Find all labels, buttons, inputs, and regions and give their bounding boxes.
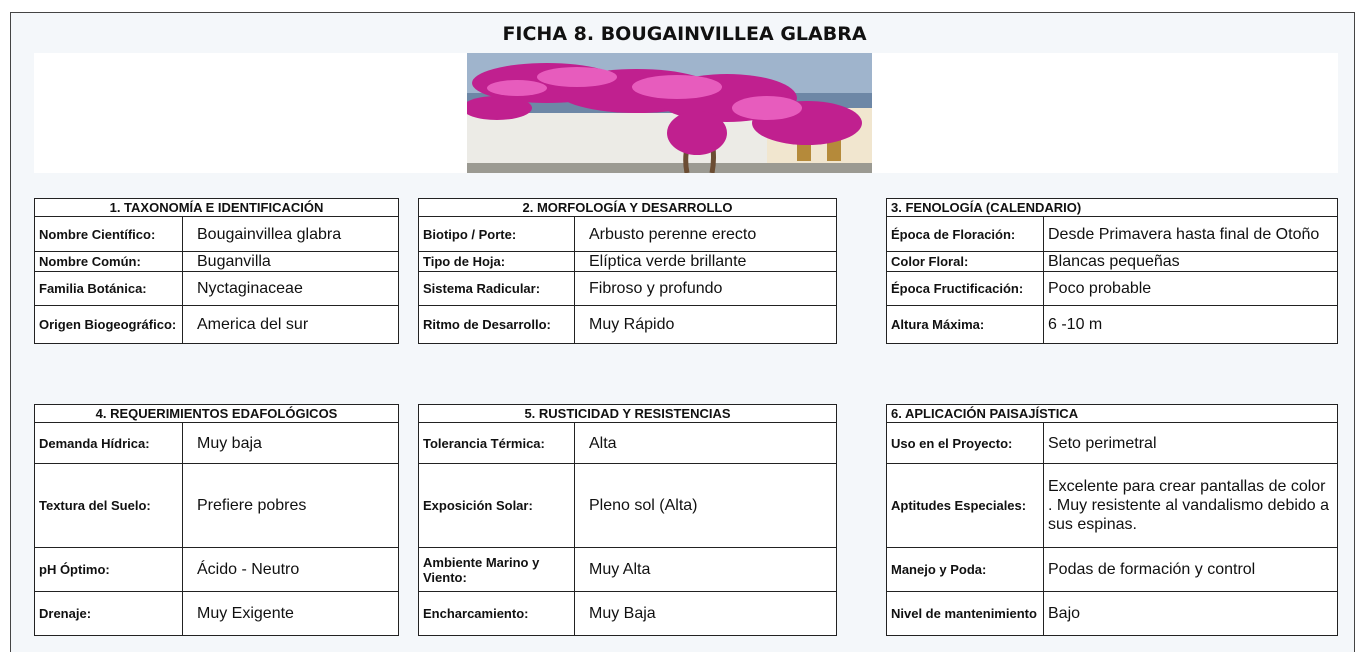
section-table: 1. TAXONOMÍA E IDENTIFICACIÓN Nombre Cien… — [34, 198, 399, 344]
field-value: Alta — [574, 422, 837, 464]
field-value: Blancas pequeñas — [1043, 251, 1338, 272]
photo-band — [34, 53, 1338, 173]
row: Ambiente Marino y Viento: Muy Alta — [418, 547, 837, 592]
row: Encharcamiento: Muy Baja — [418, 591, 837, 636]
field-label: Encharcamiento: — [418, 591, 575, 636]
section-title: 6. APLICACIÓN PAISAJÍSTICA — [886, 404, 1338, 423]
row: pH Óptimo: Ácido - Neutro — [34, 547, 399, 592]
row: Manejo y Poda: Podas de formación y contr… — [886, 547, 1338, 592]
field-value: Prefiere pobres — [182, 463, 399, 548]
field-value: Fibroso y profundo — [574, 271, 837, 306]
field-label: Exposición Solar: — [418, 463, 575, 548]
section-title: 5. RUSTICIDAD Y RESISTENCIAS — [418, 404, 837, 423]
header-row: 2. MORFOLOGÍA Y DESARROLLO — [418, 198, 837, 217]
field-label: Manejo y Poda: — [886, 547, 1044, 592]
row: Nombre Científico: Bougainvillea glabra — [34, 216, 399, 252]
row: Demanda Hídrica: Muy baja — [34, 422, 399, 464]
field-label: Sistema Radicular: — [418, 271, 575, 306]
header-row: 5. RUSTICIDAD Y RESISTENCIAS — [418, 404, 837, 423]
row: Tipo de Hoja: Elíptica verde brillante — [418, 251, 837, 272]
field-label: Biotipo / Porte: — [418, 216, 575, 252]
header-row: 1. TAXONOMÍA E IDENTIFICACIÓN — [34, 198, 399, 217]
field-label: Tolerancia Térmica: — [418, 422, 575, 464]
field-value: Excelente para crear pantallas de color … — [1043, 463, 1338, 548]
field-value: Elíptica verde brillante — [574, 251, 837, 272]
header-row: 3. FENOLOGÍA (CALENDARIO) — [886, 198, 1338, 217]
row: Época Fructificación: Poco probable — [886, 271, 1338, 306]
sheet: FICHA 8. BOUGAINVILLEA GLABRA — [10, 12, 1355, 652]
section-table: 2. MORFOLOGÍA Y DESARROLLO Biotipo / Port… — [418, 198, 837, 344]
row: Sistema Radicular: Fibroso y profundo — [418, 271, 837, 306]
field-value: Arbusto perenne erecto — [574, 216, 837, 252]
row: Biotipo / Porte: Arbusto perenne erecto — [418, 216, 837, 252]
photo — [467, 53, 872, 173]
section-title: 1. TAXONOMÍA E IDENTIFICACIÓN — [34, 198, 399, 217]
sheet-title: FICHA 8. BOUGAINVILLEA GLABRA — [502, 23, 867, 45]
field-label: Nombre Científico: — [34, 216, 183, 252]
row: Uso en el Proyecto: Seto perimetral — [886, 422, 1338, 464]
field-value: Nyctaginaceae — [182, 271, 399, 306]
field-label: Época Fructificación: — [886, 271, 1044, 306]
field-label: Familia Botánica: — [34, 271, 183, 306]
section-title: 4. REQUERIMIENTOS EDAFOLÓGICOS — [34, 404, 399, 423]
field-label: Uso en el Proyecto: — [886, 422, 1044, 464]
field-label: Época de Floración: — [886, 216, 1044, 252]
section-table: 3. FENOLOGÍA (CALENDARIO) Época de Florac… — [886, 198, 1338, 344]
section-title: 3. FENOLOGÍA (CALENDARIO) — [886, 198, 1338, 217]
field-value: Ácido - Neutro — [182, 547, 399, 592]
field-value: Bougainvillea glabra — [182, 216, 399, 252]
row: Altura Máxima: 6 -10 m — [886, 305, 1338, 344]
row: Origen Biogeográfico: America del sur — [34, 305, 399, 344]
row: Época de Floración: Desde Primavera hasta… — [886, 216, 1338, 252]
row: Aptitudes Especiales: Excelente para crea… — [886, 463, 1338, 548]
field-value: Muy Baja — [574, 591, 837, 636]
row: Exposición Solar: Pleno sol (Alta) — [418, 463, 837, 548]
field-value: Bajo — [1043, 591, 1338, 636]
row: Nivel de mantenimiento Bajo — [886, 591, 1338, 636]
field-label: Textura del Suelo: — [34, 463, 183, 548]
field-value: Buganvilla — [182, 251, 399, 272]
field-label: Aptitudes Especiales: — [886, 463, 1044, 548]
section-table: 6. APLICACIÓN PAISAJÍSTICA Uso en el Proy… — [886, 404, 1338, 636]
row: Textura del Suelo: Prefiere pobres — [34, 463, 399, 548]
field-label: Nivel de mantenimiento — [886, 591, 1044, 636]
field-label: Drenaje: — [34, 591, 183, 636]
row: Familia Botánica: Nyctaginaceae — [34, 271, 399, 306]
section-table: 4. REQUERIMIENTOS EDAFOLÓGICOS Demanda Hí… — [34, 404, 399, 636]
field-label: Tipo de Hoja: — [418, 251, 575, 272]
row: Tolerancia Térmica: Alta — [418, 422, 837, 464]
field-value: Seto perimetral — [1043, 422, 1338, 464]
field-value: Poco probable — [1043, 271, 1338, 306]
row: Nombre Común: Buganvilla — [34, 251, 399, 272]
field-value: Muy Alta — [574, 547, 837, 592]
row: Color Floral: Blancas pequeñas — [886, 251, 1338, 272]
field-label: pH Óptimo: — [34, 547, 183, 592]
field-label: Demanda Hídrica: — [34, 422, 183, 464]
section-title: 2. MORFOLOGÍA Y DESARROLLO — [418, 198, 837, 217]
field-value: Desde Primavera hasta final de Otoño — [1043, 216, 1338, 252]
field-label: Altura Máxima: — [886, 305, 1044, 344]
row: Drenaje: Muy Exigente — [34, 591, 399, 636]
field-value: Muy baja — [182, 422, 399, 464]
section-table: 5. RUSTICIDAD Y RESISTENCIAS Tolerancia T… — [418, 404, 837, 636]
field-label: Ambiente Marino y Viento: — [418, 547, 575, 592]
field-label: Ritmo de Desarrollo: — [418, 305, 575, 344]
field-value: Muy Rápido — [574, 305, 837, 344]
header-row: 4. REQUERIMIENTOS EDAFOLÓGICOS — [34, 404, 399, 423]
field-label: Origen Biogeográfico: — [34, 305, 183, 344]
header-row: 6. APLICACIÓN PAISAJÍSTICA — [886, 404, 1338, 423]
field-value: Pleno sol (Alta) — [574, 463, 837, 548]
field-value: Podas de formación y control — [1043, 547, 1338, 592]
row: Ritmo de Desarrollo: Muy Rápido — [418, 305, 837, 344]
field-value: Muy Exigente — [182, 591, 399, 636]
field-label: Nombre Común: — [34, 251, 183, 272]
field-value: America del sur — [182, 305, 399, 344]
field-value: 6 -10 m — [1043, 305, 1338, 344]
field-label: Color Floral: — [886, 251, 1044, 272]
